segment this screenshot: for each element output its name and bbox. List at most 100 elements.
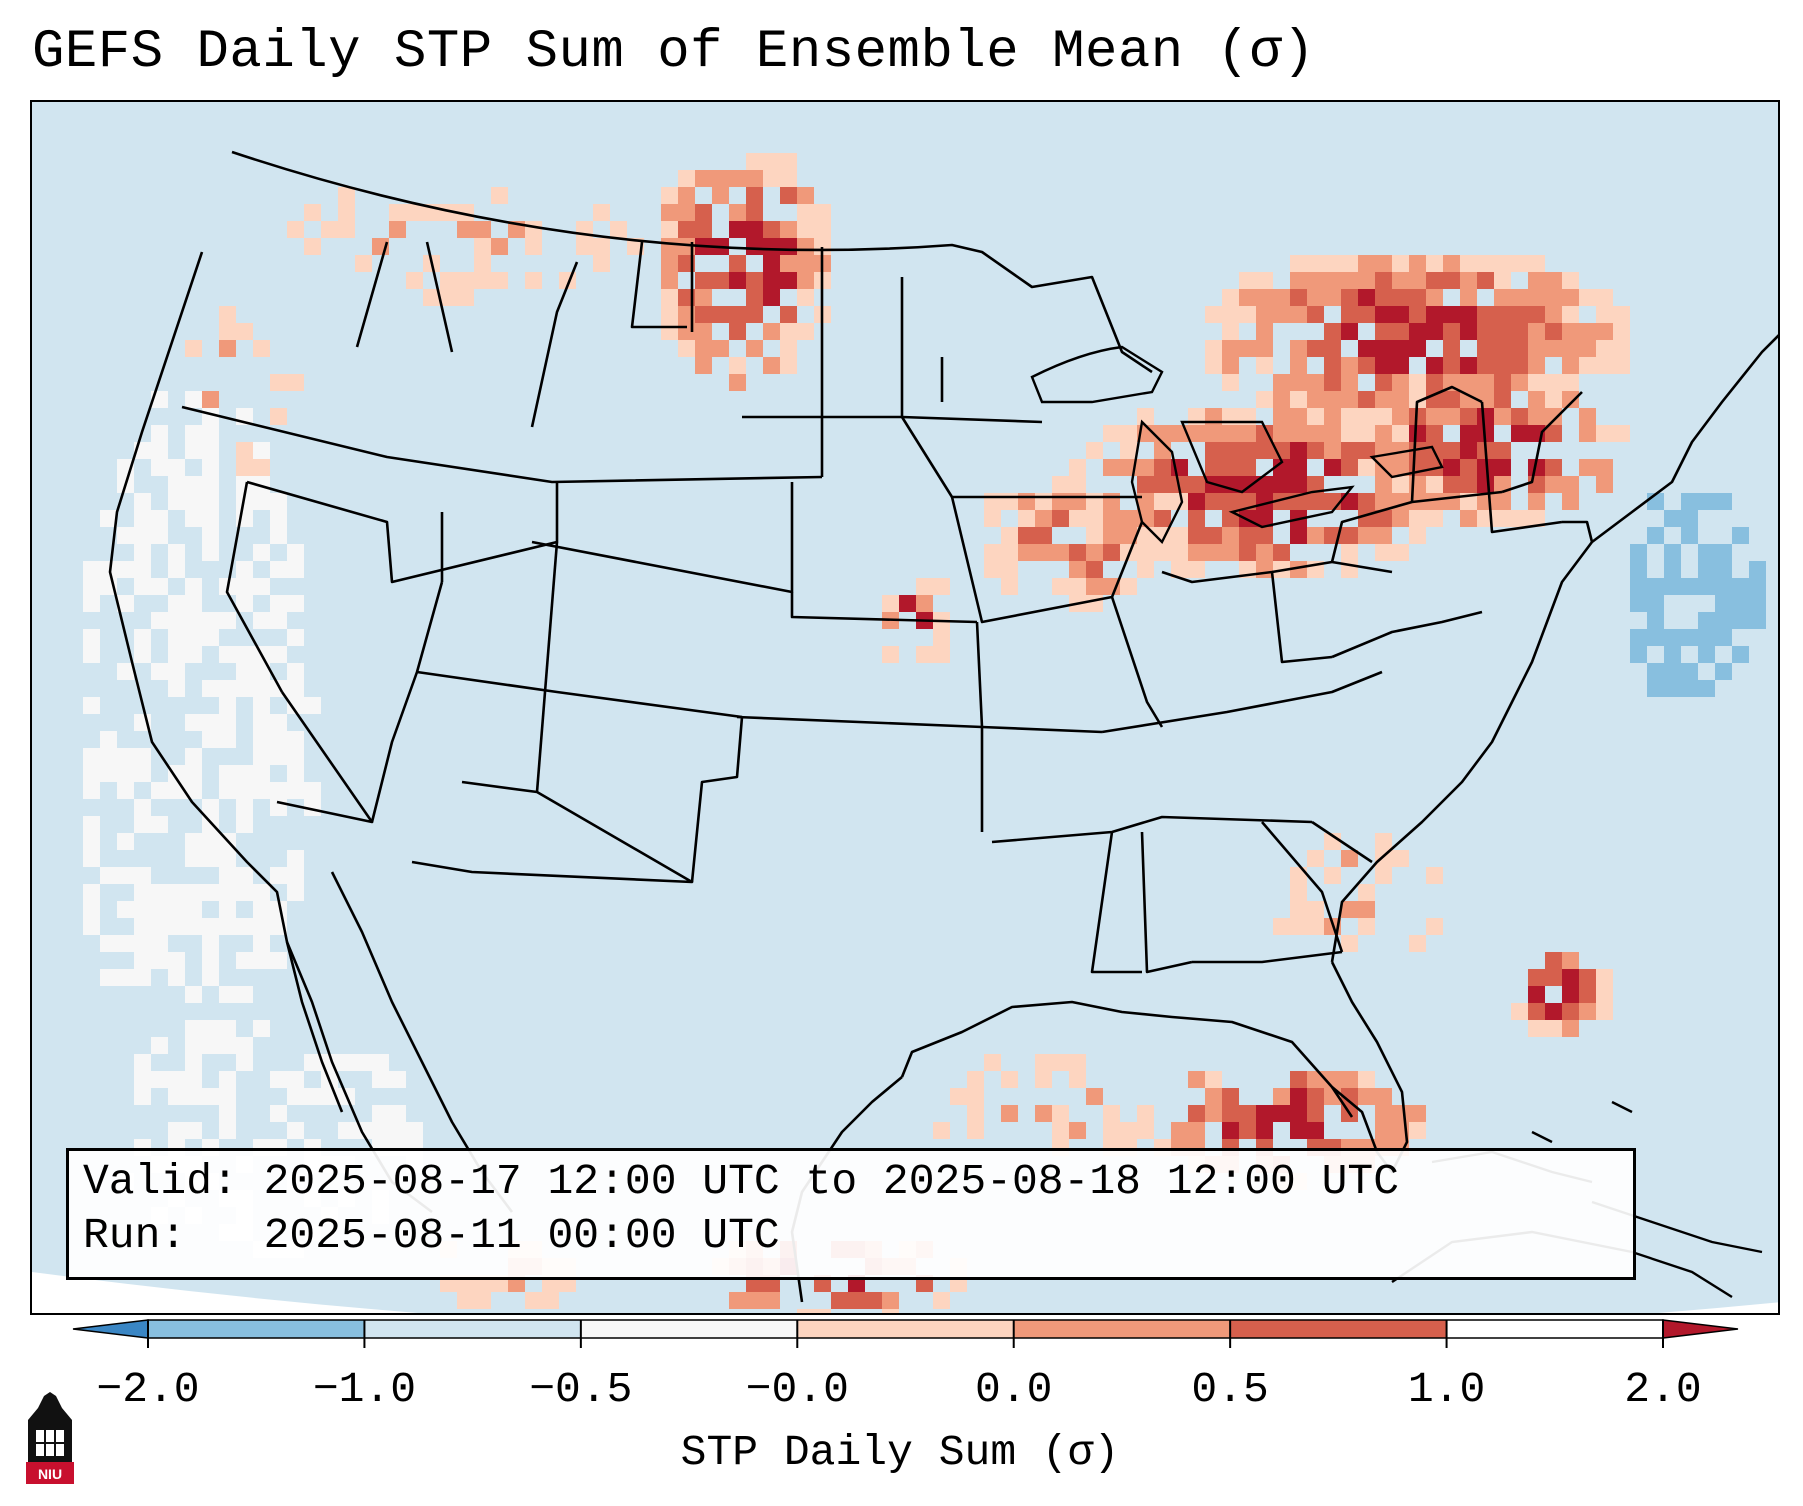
stp-cell — [1307, 306, 1324, 323]
stp-cell — [1103, 459, 1120, 476]
stp-cell — [185, 918, 202, 935]
stp-cell — [746, 238, 763, 255]
stp-cell — [661, 238, 678, 255]
stp-cell — [797, 272, 814, 289]
east-coast — [1330, 334, 1778, 963]
stp-cell — [1392, 391, 1409, 408]
stp-cell — [134, 969, 151, 986]
stp-cell — [1052, 544, 1069, 561]
stp-cell — [1358, 918, 1375, 935]
stp-cell — [253, 748, 270, 765]
stp-cell — [1154, 510, 1171, 527]
stp-cell — [270, 1105, 287, 1122]
stp-cell — [1596, 459, 1613, 476]
stp-cell — [729, 374, 746, 391]
stp-cell — [168, 1122, 185, 1139]
stp-cell — [1460, 289, 1477, 306]
stp-cell — [1290, 408, 1307, 425]
stp-cell — [1290, 340, 1307, 357]
stp-cell — [151, 935, 168, 952]
stp-cell — [1324, 867, 1341, 884]
stp-cell — [1341, 357, 1358, 374]
stp-cell — [1392, 476, 1409, 493]
stp-cell — [1171, 527, 1188, 544]
stp-cell — [797, 1309, 814, 1313]
stp-cell — [1375, 476, 1392, 493]
stp-cell — [1205, 357, 1222, 374]
stp-cell — [1120, 510, 1137, 527]
stp-cell — [1341, 850, 1358, 867]
gulf-coast — [900, 1000, 1354, 1118]
stp-cell — [168, 1071, 185, 1088]
stp-cell — [1239, 272, 1256, 289]
stp-cell — [117, 527, 134, 544]
stp-cell — [1358, 1071, 1375, 1088]
stp-cell — [882, 646, 899, 663]
stp-cell — [1375, 493, 1392, 510]
stp-cell — [168, 493, 185, 510]
stp-cell — [1647, 595, 1664, 612]
stp-cell — [1477, 374, 1494, 391]
stp-cell — [1528, 340, 1545, 357]
stp-cell — [270, 731, 287, 748]
stp-cell — [1528, 459, 1545, 476]
stp-cell — [593, 238, 610, 255]
stp-cell — [304, 1088, 321, 1105]
stp-cell — [1426, 493, 1443, 510]
stp-cell — [1511, 289, 1528, 306]
stp-cell — [134, 867, 151, 884]
stp-cell — [1562, 1020, 1579, 1037]
stp-cell — [185, 493, 202, 510]
stp-cell — [1562, 289, 1579, 306]
stp-cell — [661, 204, 678, 221]
stp-cell — [287, 629, 304, 646]
stp-cell — [253, 1020, 270, 1037]
stp-cell — [1035, 493, 1052, 510]
stp-cell — [1409, 425, 1426, 442]
stp-cell — [661, 306, 678, 323]
stp-cell — [253, 765, 270, 782]
stp-cell — [389, 1122, 406, 1139]
stp-cell — [1307, 1071, 1324, 1088]
stp-cell — [1409, 374, 1426, 391]
stp-cell — [1613, 425, 1630, 442]
stp-cell — [1545, 272, 1562, 289]
stp-cell — [83, 918, 100, 935]
stp-cell — [287, 731, 304, 748]
stp-cell — [168, 782, 185, 799]
stp-cell — [168, 544, 185, 561]
stp-cell — [1749, 578, 1766, 595]
lake-michigan — [1130, 419, 1184, 545]
stp-cell — [253, 544, 270, 561]
stp-cell — [1715, 612, 1732, 629]
stp-cell — [1630, 629, 1647, 646]
stp-cell — [1426, 510, 1443, 527]
stp-cell — [1443, 272, 1460, 289]
stp-cell — [168, 765, 185, 782]
stp-cell — [1188, 493, 1205, 510]
stp-cell — [1171, 493, 1188, 510]
stp-cell — [1715, 578, 1732, 595]
stp-cell — [729, 357, 746, 374]
stp-cell — [1392, 255, 1409, 272]
stp-cell — [661, 255, 678, 272]
stp-cell — [151, 425, 168, 442]
stp-cell — [1307, 255, 1324, 272]
stp-cell — [270, 867, 287, 884]
stp-cell — [270, 646, 287, 663]
stp-cell — [1222, 1088, 1239, 1105]
stp-cell — [1341, 306, 1358, 323]
stp-cell — [287, 867, 304, 884]
stp-cell — [1596, 425, 1613, 442]
stp-cell — [1528, 272, 1545, 289]
map-panel — [30, 100, 1780, 1315]
colorbar-segments — [72, 1319, 1739, 1339]
stp-cell — [219, 612, 236, 629]
stp-cell — [219, 782, 236, 799]
colorbar-tick-label: 0.0 — [974, 1365, 1053, 1414]
stp-cell — [1222, 306, 1239, 323]
stp-cell — [219, 340, 236, 357]
stp-cell — [1460, 323, 1477, 340]
stp-cell — [1426, 289, 1443, 306]
stp-cell — [746, 306, 763, 323]
